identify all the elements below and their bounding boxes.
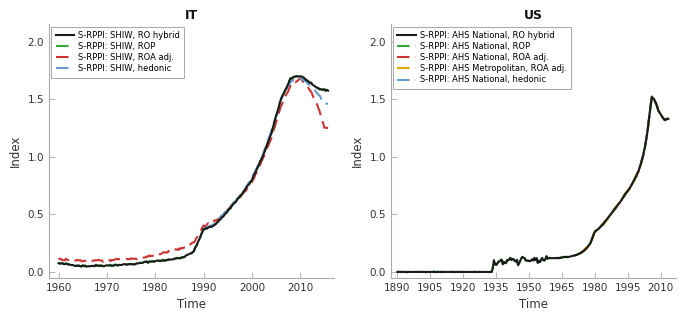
Title: IT: IT <box>185 9 198 22</box>
Title: US: US <box>524 9 543 22</box>
X-axis label: Time: Time <box>177 298 206 311</box>
Y-axis label: Index: Index <box>9 135 22 167</box>
Y-axis label: Index: Index <box>351 135 364 167</box>
X-axis label: Time: Time <box>519 298 548 311</box>
Legend: S-RPPl: SHIW, RO hybrid, S-RPPl: SHIW, ROP, S-RPPl: SHIW, ROA adj., S-RPPl: SHIW: S-RPPl: SHIW, RO hybrid, S-RPPl: SHIW, R… <box>51 27 184 77</box>
Legend: S-RPPl: AHS National, RO hybrid, S-RPPl: AHS National, ROP, S-RPPl: AHS National: S-RPPl: AHS National, RO hybrid, S-RPPl:… <box>393 27 571 89</box>
